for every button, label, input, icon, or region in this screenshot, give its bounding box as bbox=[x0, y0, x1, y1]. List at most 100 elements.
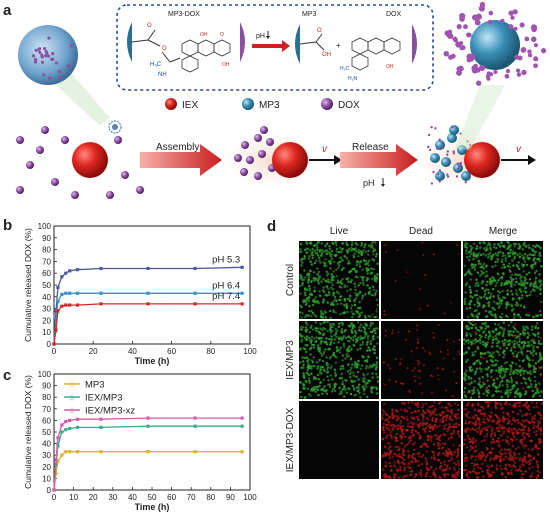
data-point bbox=[60, 304, 64, 308]
reaction-box bbox=[116, 4, 434, 91]
x-tick-label: 20 bbox=[89, 493, 98, 502]
data-point bbox=[75, 450, 80, 454]
data-point bbox=[193, 450, 197, 454]
legend-marker: ☆ bbox=[68, 393, 76, 403]
data-point bbox=[75, 291, 80, 295]
data-point bbox=[64, 428, 68, 432]
series-label: pH 6.4 bbox=[212, 280, 240, 291]
panel-label-b: b bbox=[3, 217, 13, 234]
data-point bbox=[60, 292, 64, 297]
data-point bbox=[193, 416, 197, 420]
y-tick-label: 60 bbox=[42, 416, 51, 425]
y-tick-label: 0 bbox=[47, 340, 52, 349]
mp3-dox-particle bbox=[106, 191, 114, 199]
svg-text:NH: NH bbox=[158, 72, 167, 78]
y-tick-label: 70 bbox=[42, 405, 51, 414]
svg-text:O: O bbox=[147, 23, 152, 29]
data-point bbox=[56, 285, 60, 289]
data-point bbox=[56, 299, 60, 304]
label-ph-down: pH bbox=[363, 178, 375, 188]
y-tick-label: 40 bbox=[42, 440, 51, 449]
release-arrow bbox=[340, 144, 418, 176]
plot-frame bbox=[53, 373, 251, 491]
series-label: pH 5.3 bbox=[212, 254, 240, 265]
data-point bbox=[240, 424, 244, 428]
data-point bbox=[146, 424, 150, 428]
data-point bbox=[146, 302, 150, 306]
mp3-dox-particle bbox=[16, 136, 24, 144]
y-tick-label: 100 bbox=[38, 222, 52, 231]
data-point bbox=[240, 265, 244, 269]
row-label: Control bbox=[285, 264, 296, 296]
micrograph-dead_sparse bbox=[381, 241, 461, 319]
x-tick-label: 0 bbox=[52, 493, 57, 502]
legend-iex-dot bbox=[165, 98, 177, 110]
x-tick-label: 40 bbox=[128, 347, 137, 356]
mp3-dox-particle bbox=[61, 136, 69, 144]
data-point bbox=[54, 458, 58, 462]
y-tick-label: 0 bbox=[47, 486, 52, 495]
mp3-particle bbox=[457, 145, 467, 155]
x-tick-label: 100 bbox=[243, 493, 257, 502]
y-tick-label: 10 bbox=[42, 474, 51, 483]
y-tick-label: 40 bbox=[42, 293, 51, 302]
data-point bbox=[68, 291, 72, 295]
label-dox: DOX bbox=[386, 11, 402, 18]
legend-mp3-label: MP3 bbox=[259, 100, 280, 111]
y-tick-label: 100 bbox=[38, 370, 52, 379]
x-tick-label: 70 bbox=[187, 493, 196, 502]
zoom-circle bbox=[108, 120, 122, 134]
series-label: pH 7.4 bbox=[212, 291, 240, 302]
data-point bbox=[54, 472, 58, 476]
data-point bbox=[146, 266, 150, 271]
data-point bbox=[54, 318, 58, 322]
mp3-surface-right bbox=[295, 24, 300, 64]
data-point bbox=[54, 328, 58, 332]
svg-text:OH: OH bbox=[386, 64, 394, 70]
mp3-dox-particle bbox=[254, 134, 262, 142]
mp3-dox-particle bbox=[71, 191, 79, 199]
y-tick-label: 90 bbox=[42, 382, 51, 391]
label-assembly: Assembly bbox=[156, 142, 199, 153]
micrograph-live bbox=[463, 241, 543, 320]
data-point bbox=[56, 436, 60, 440]
series-line-2 bbox=[53, 303, 243, 345]
y-tick-label: 50 bbox=[42, 428, 51, 437]
x-tick-label: 50 bbox=[148, 493, 157, 502]
dox-surface-left bbox=[240, 22, 245, 62]
legend-label: MP3 bbox=[85, 380, 105, 391]
mp3-particle bbox=[449, 125, 459, 135]
velocity-label-2: v bbox=[516, 144, 522, 155]
data-point bbox=[240, 450, 244, 454]
legend-dox-dot bbox=[321, 98, 333, 110]
column-header: Dead bbox=[409, 226, 433, 237]
dox-surface-right bbox=[412, 24, 417, 64]
x-tick-label: 100 bbox=[243, 347, 257, 356]
x-tick-label: 40 bbox=[128, 493, 137, 502]
y-tick-label: 60 bbox=[42, 269, 51, 278]
data-point bbox=[68, 269, 72, 273]
data-point bbox=[64, 291, 68, 295]
data-point bbox=[56, 459, 60, 463]
y-tick-label: 90 bbox=[42, 234, 51, 243]
data-point bbox=[75, 268, 80, 272]
mp3-dox-particle bbox=[254, 172, 262, 180]
mp3-dox-particle bbox=[246, 156, 254, 164]
series-line-2 bbox=[53, 417, 243, 491]
chart-c: 0 10 20 30 40 50 60 70 80 90 100 0 10 20 30 40 50 60 70 80 9… bbox=[23, 370, 257, 512]
svg-text:O: O bbox=[317, 28, 322, 34]
y-tick-label: 20 bbox=[42, 316, 51, 325]
x-tick-label: 80 bbox=[206, 493, 215, 502]
svg-text:O: O bbox=[220, 32, 224, 38]
data-point bbox=[240, 302, 244, 306]
panel-label-a: a bbox=[3, 2, 12, 19]
assembly-arrow bbox=[140, 144, 222, 176]
data-point bbox=[68, 450, 72, 454]
svg-text:O: O bbox=[162, 46, 167, 52]
label-mp3: MP3 bbox=[302, 11, 317, 18]
label-plus: + bbox=[336, 41, 341, 50]
series-line-0 bbox=[53, 266, 243, 345]
y-tick-label: 80 bbox=[42, 393, 51, 402]
micrograph-live_dots bbox=[462, 320, 544, 399]
mp3-dox-particle bbox=[41, 126, 49, 134]
